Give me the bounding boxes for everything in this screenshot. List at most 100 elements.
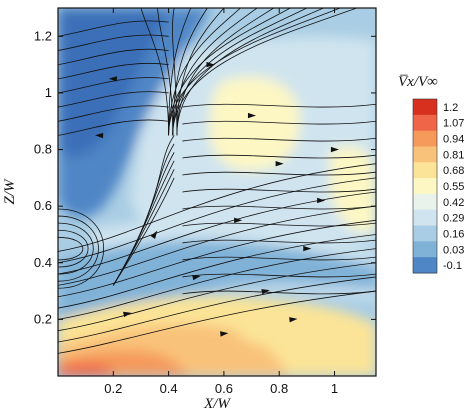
streamline-arrowhead (94, 132, 104, 139)
colorbar-swatch (413, 241, 437, 258)
streamline-arrowhead (206, 61, 215, 68)
streamline (168, 8, 241, 136)
streamline (58, 208, 104, 289)
colorbar: 1.2 1.07 0.94 0.81 0.68 0.55 0.42 0.29 0.16 0.03 -… (412, 98, 464, 274)
colorbar-swatch (413, 162, 437, 179)
streamline (58, 219, 376, 298)
x-tick-label: 0.2 (104, 381, 122, 396)
streamline (58, 163, 376, 252)
streamline (168, 8, 291, 136)
x-axis: 0.2 0.4 0.6 0.8 1 (104, 8, 338, 396)
y-tick-label: 0.2 (34, 311, 52, 326)
streamline-arrowhead (192, 274, 201, 281)
streamline (58, 20, 169, 37)
colorbar-label: 0.16 (443, 228, 464, 240)
region-bottom-hot (58, 363, 115, 376)
colorbar-label: 0.81 (443, 149, 464, 161)
streamline (172, 8, 258, 136)
streamline (182, 273, 376, 278)
streamline-arrows (94, 61, 340, 337)
streamline-arrowhead (275, 160, 284, 167)
streamline (182, 120, 376, 125)
x-tick-label: 1 (331, 381, 338, 396)
streamline (58, 77, 169, 94)
streamline (176, 8, 274, 136)
streamline-arrowhead (261, 289, 270, 295)
y-tick-label: 0.6 (34, 198, 52, 213)
colorbar-swatch (413, 257, 437, 274)
streamline (58, 222, 94, 275)
region-lower-right-yellow (232, 303, 350, 347)
streamline-arrowhead (123, 311, 132, 318)
streamline-arrowhead (289, 317, 298, 323)
colorbar-label: 0.68 (443, 165, 464, 177)
colorbar-swatch (413, 130, 437, 147)
x-tick-label: 0.6 (215, 381, 233, 396)
region-mid-band (58, 240, 376, 340)
y-axis: 0.2 0.4 0.6 0.8 1 1.2 (34, 28, 376, 326)
streamline (172, 8, 308, 136)
colorbar-swatch (413, 178, 437, 195)
streamline (58, 91, 169, 108)
colorbar-label: 0.42 (443, 197, 464, 209)
streamline (58, 177, 376, 264)
x-tick-label: 0.4 (160, 381, 178, 396)
colorbar-label: 0.03 (443, 244, 464, 256)
streamline (58, 276, 376, 343)
streamline (58, 234, 376, 309)
colorbar-title: V̅x/V∞ (398, 74, 438, 90)
streamline (58, 290, 376, 354)
streamline (58, 62, 169, 80)
colorbar-label: 0.29 (443, 213, 464, 225)
streamline (182, 103, 376, 108)
x-tick-label: 0.8 (270, 381, 288, 396)
streamline (182, 222, 376, 227)
plot-frame (57, 7, 377, 377)
streamline (58, 229, 89, 268)
streamline (182, 205, 376, 210)
streamline (112, 135, 175, 286)
streamline (140, 8, 170, 136)
streamline-arrowhead (330, 146, 340, 153)
colorbar-swatch (413, 225, 437, 242)
y-axis-title: Z/W (2, 178, 18, 205)
streamline (58, 119, 169, 136)
streamline (58, 205, 376, 286)
streamline-arrowhead (303, 245, 312, 252)
streamline (182, 256, 376, 261)
y-tick-label: 1 (45, 85, 52, 100)
streamline (58, 248, 376, 320)
streamline (168, 8, 341, 136)
colorbar-label: 0.55 (443, 181, 464, 193)
streamline (172, 8, 357, 136)
streamline-arrowhead (247, 112, 257, 119)
streamline (182, 137, 376, 142)
y-tick-label: 0.8 (34, 142, 52, 157)
y-tick-label: 1.2 (34, 28, 52, 43)
colorbar-swatch (413, 193, 437, 211)
colorbar-label: 1.2 (443, 102, 458, 114)
streamline (176, 8, 324, 136)
y-tick-label: 0.4 (34, 255, 52, 270)
x-axis-title: X/W (203, 396, 231, 412)
region-upper-yellow (208, 76, 300, 171)
streamline (58, 48, 169, 66)
colorbar-label: 1.07 (443, 118, 464, 130)
colorbar-swatch (413, 99, 437, 116)
streamline (182, 171, 376, 176)
streamline (58, 236, 84, 261)
colorbar-swatch (413, 146, 437, 163)
streamline-arrowhead (317, 197, 326, 204)
contour-field (58, 8, 376, 376)
colorbar-frame (412, 98, 438, 274)
colorbar-swatch (413, 209, 437, 227)
colorbar-label: 0.94 (443, 134, 464, 146)
streamline (168, 8, 192, 136)
streamline (176, 8, 225, 136)
streamline (58, 215, 99, 282)
streamline (182, 239, 376, 244)
streamlines (58, 8, 376, 354)
streamline-arrowhead (150, 230, 158, 239)
colorbar-swatch (413, 114, 437, 132)
streamline-arrowhead (108, 76, 118, 82)
